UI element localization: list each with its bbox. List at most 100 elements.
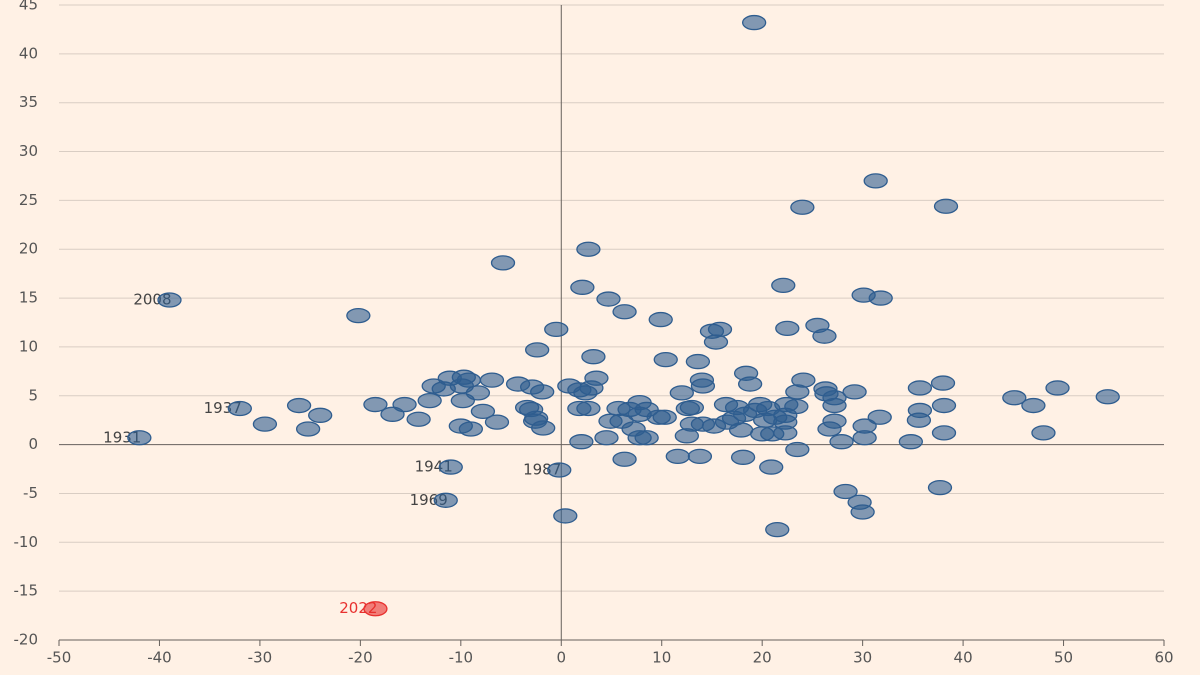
point xyxy=(450,393,475,409)
y-tick-label: -20 xyxy=(14,631,39,649)
x-tick-label: 40 xyxy=(954,649,973,667)
point xyxy=(679,399,705,416)
point xyxy=(634,430,659,446)
x-tick-label: -10 xyxy=(449,649,474,667)
point xyxy=(771,277,796,294)
point xyxy=(687,448,713,464)
point xyxy=(863,173,888,189)
y-tick-label: 5 xyxy=(28,386,38,404)
point xyxy=(308,407,333,423)
point xyxy=(842,384,867,400)
y-tick-label: -15 xyxy=(14,582,39,600)
point xyxy=(759,459,784,475)
point xyxy=(933,198,959,214)
point xyxy=(785,441,810,458)
point xyxy=(685,353,711,370)
y-tick-label: 45 xyxy=(19,0,38,14)
x-tick-label: -30 xyxy=(248,649,273,667)
point xyxy=(573,385,598,401)
point xyxy=(490,255,516,271)
point xyxy=(346,308,371,324)
point xyxy=(665,448,690,464)
x-tick-label: 10 xyxy=(652,649,671,667)
x-tick-label: -40 xyxy=(147,649,172,667)
point xyxy=(576,400,601,417)
point xyxy=(1031,425,1056,441)
point xyxy=(547,462,572,478)
x-tick-label: 30 xyxy=(853,649,872,667)
point xyxy=(732,406,758,422)
point xyxy=(470,403,496,420)
point xyxy=(812,328,837,344)
y-tick-label: -5 xyxy=(23,484,38,502)
point xyxy=(286,397,312,414)
point xyxy=(674,428,699,444)
point xyxy=(775,320,800,337)
point xyxy=(790,199,815,215)
point xyxy=(898,434,924,450)
y-tick-label: 15 xyxy=(19,289,38,307)
point xyxy=(576,241,601,257)
point xyxy=(581,349,606,365)
point xyxy=(833,483,858,500)
y-tick-label: 0 xyxy=(28,435,38,453)
point xyxy=(530,384,555,400)
point xyxy=(852,430,877,446)
point xyxy=(703,334,729,350)
x-tick-label: -20 xyxy=(348,649,373,667)
point xyxy=(596,291,621,307)
point xyxy=(417,393,442,409)
point xyxy=(669,385,694,401)
point xyxy=(1021,397,1046,414)
point xyxy=(612,451,637,467)
point xyxy=(690,378,716,394)
point xyxy=(773,425,798,441)
point xyxy=(479,372,505,388)
point xyxy=(817,421,842,437)
point xyxy=(612,304,637,320)
y-tick-label: 20 xyxy=(19,240,38,258)
point xyxy=(906,412,932,428)
point xyxy=(127,430,152,446)
point xyxy=(741,14,767,31)
y-tick-label: 30 xyxy=(19,142,38,160)
point xyxy=(544,321,569,337)
point xyxy=(438,459,463,475)
point xyxy=(765,521,790,538)
point xyxy=(295,421,321,437)
point xyxy=(907,380,933,396)
point xyxy=(931,425,957,441)
point xyxy=(728,422,754,438)
point xyxy=(458,421,484,437)
y-tick-label: 40 xyxy=(19,44,38,62)
point xyxy=(525,342,550,358)
point xyxy=(868,290,893,306)
y-tick-label: -10 xyxy=(14,533,39,551)
point xyxy=(484,414,510,430)
point xyxy=(931,397,957,414)
point xyxy=(1002,390,1027,406)
point xyxy=(363,601,388,617)
x-tick-label: 20 xyxy=(753,649,772,667)
point xyxy=(252,416,278,432)
point xyxy=(822,397,847,414)
point xyxy=(406,411,431,427)
point xyxy=(648,311,673,328)
point xyxy=(569,434,594,450)
point xyxy=(433,492,458,508)
point xyxy=(653,351,678,368)
x-tick-label: 60 xyxy=(1154,649,1173,667)
point xyxy=(594,430,619,446)
point xyxy=(829,434,854,450)
x-tick-label: 50 xyxy=(1054,649,1073,667)
point xyxy=(1095,389,1120,405)
point xyxy=(227,400,252,417)
point xyxy=(1045,380,1070,396)
point xyxy=(785,384,810,400)
point xyxy=(570,279,595,295)
point xyxy=(930,375,956,391)
point xyxy=(531,420,556,436)
point xyxy=(380,406,405,422)
point xyxy=(850,504,875,520)
